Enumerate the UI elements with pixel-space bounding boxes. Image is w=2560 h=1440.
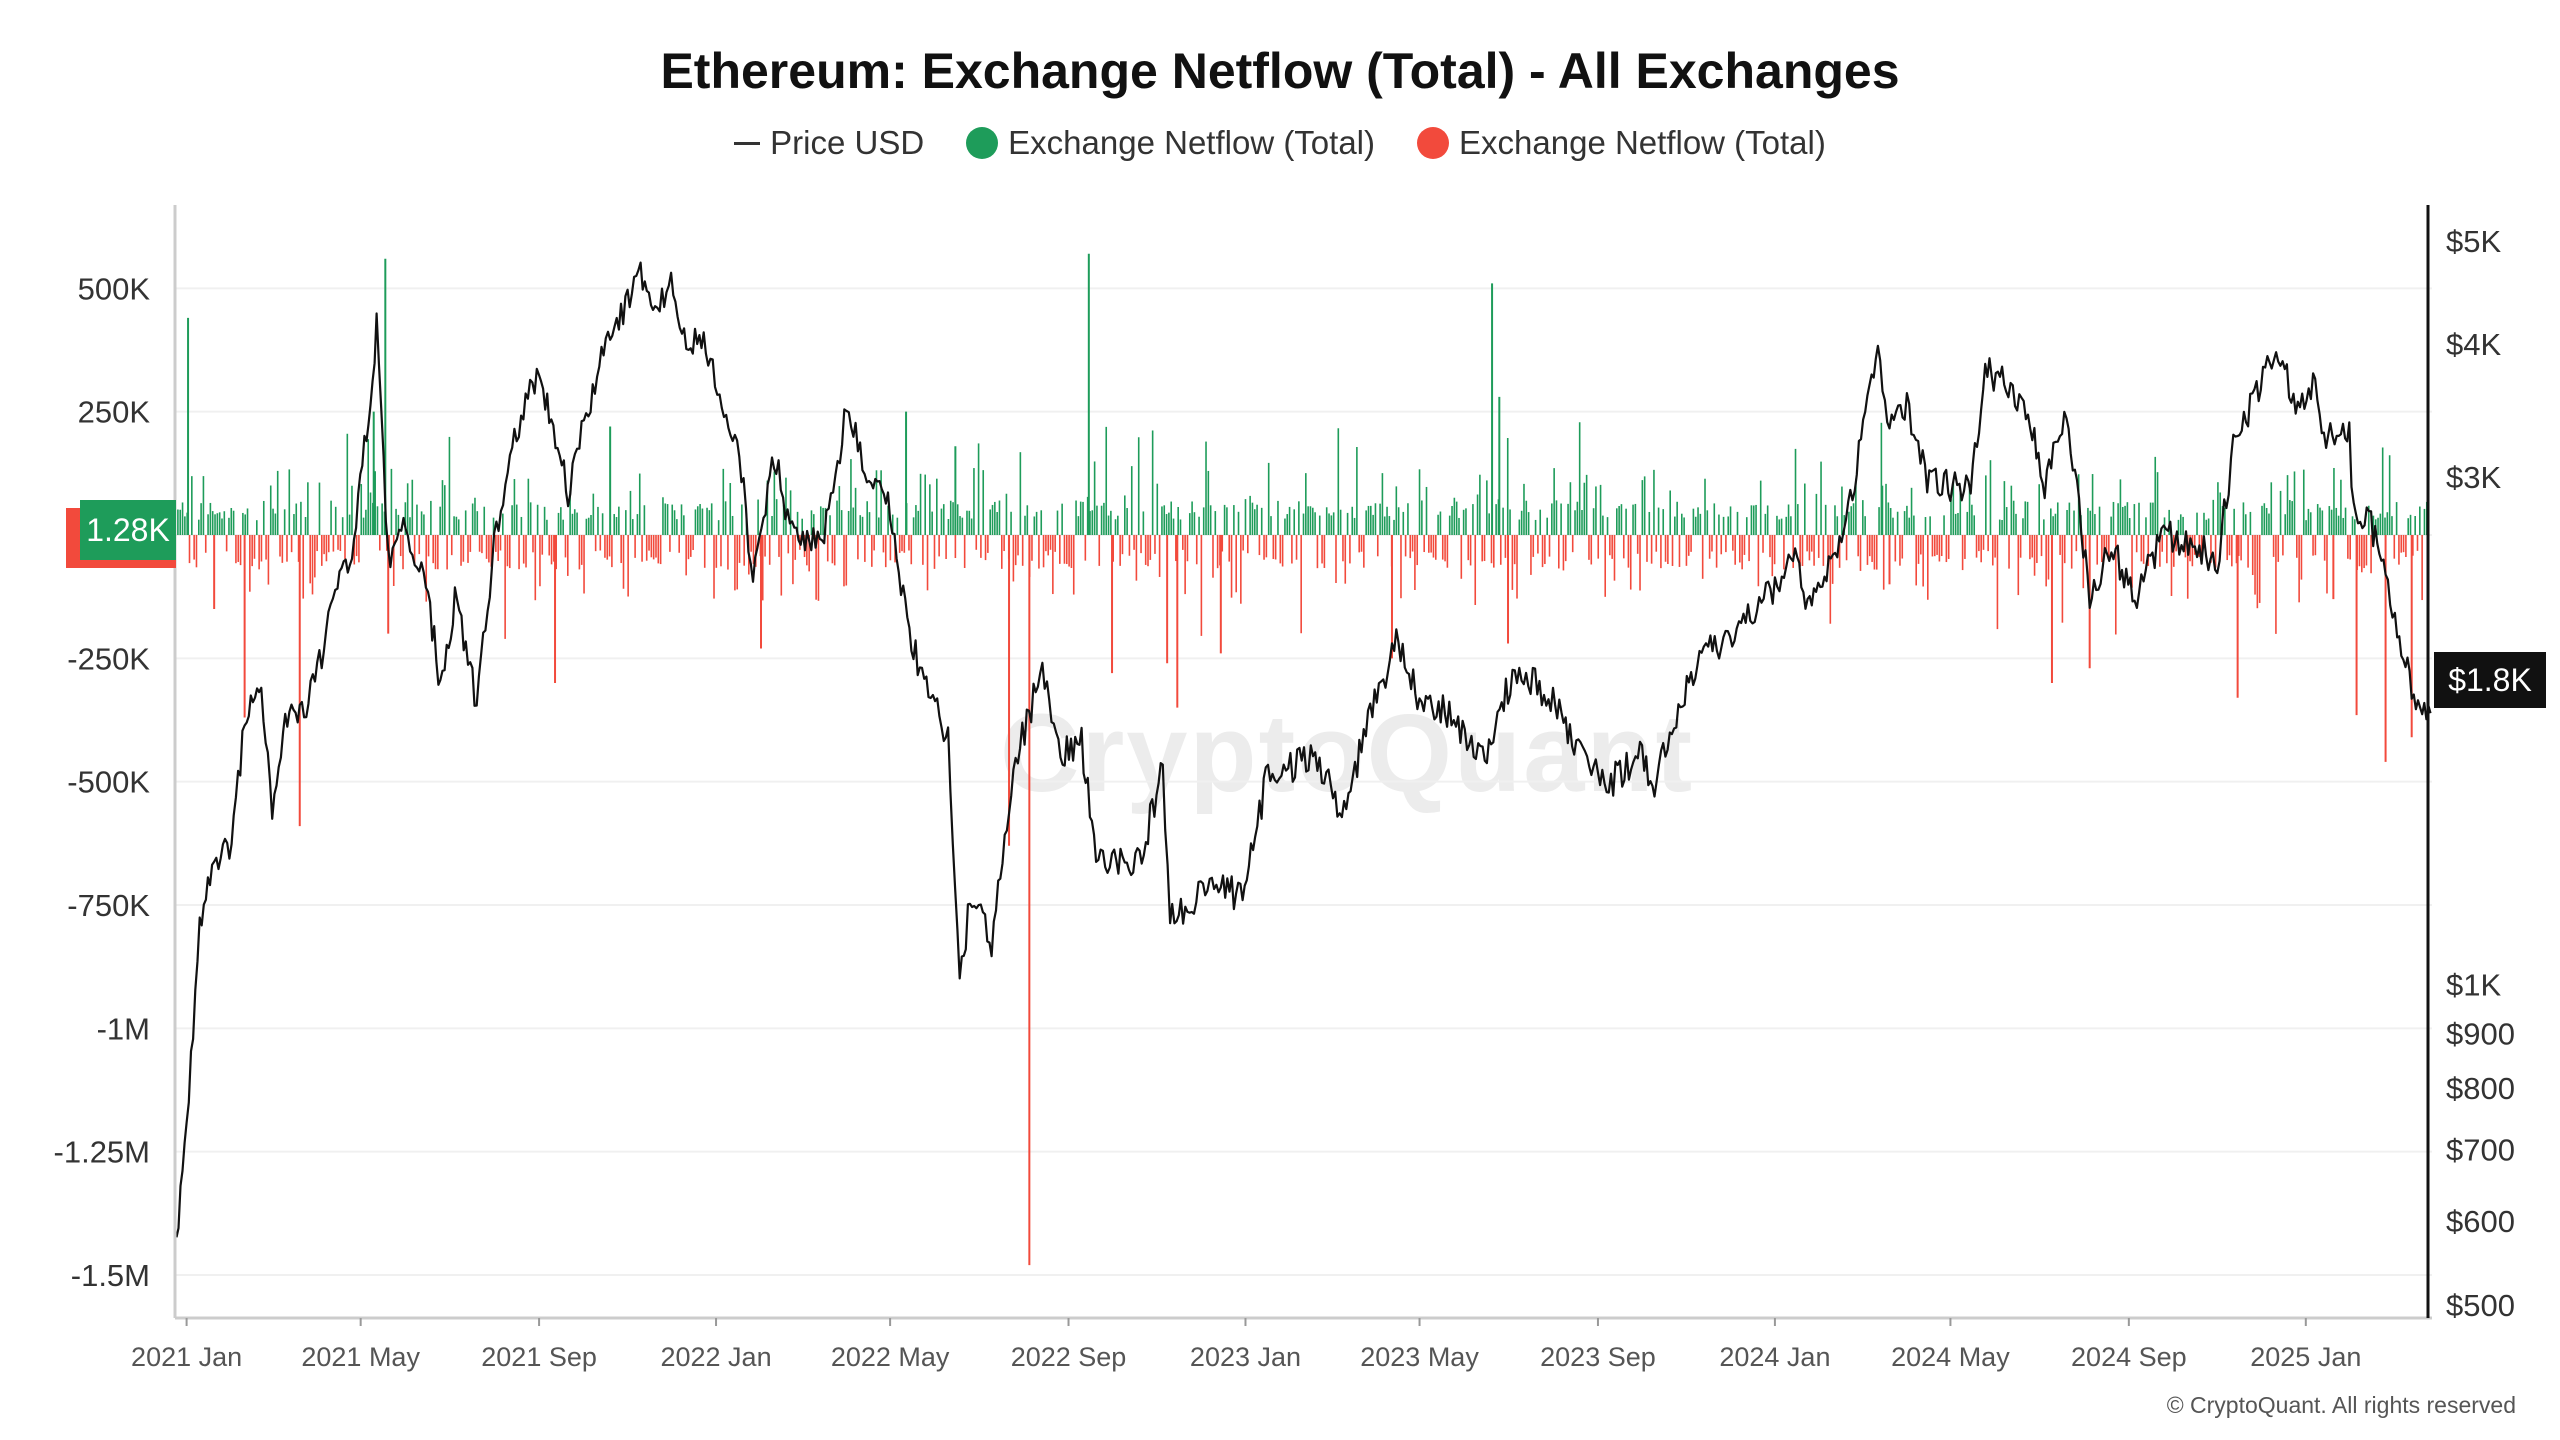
right-tick-label: $600 (2446, 1204, 2515, 1239)
watermark: CryptoQuant (1000, 692, 1695, 815)
right-tick-label: $3K (2446, 460, 2501, 495)
copyright: © CryptoQuant. All rights reserved (2166, 1392, 2516, 1418)
left-tick-label: -1.25M (54, 1135, 150, 1170)
x-tick-label: 2022 Sep (1011, 1342, 1127, 1372)
price-line (175, 261, 2432, 1238)
legend-item-price[interactable]: Price USD (734, 124, 924, 162)
left-tick-label: -500K (67, 765, 150, 800)
right-tick-label: $1K (2446, 968, 2501, 1003)
right-axis-ticks: $5K$4K$3K$2K$1K$900$800$700$600$500 (2446, 224, 2515, 1323)
x-tick-label: 2021 May (301, 1342, 420, 1372)
x-tick-label: 2022 May (831, 1342, 950, 1372)
right-tick-label: $500 (2446, 1288, 2515, 1323)
x-axis-ticks: 2021 Jan 2021 May 2021 Sep 2022 Jan 2022 May… (131, 1318, 2361, 1372)
price-current-badge: $1.8K (2434, 652, 2546, 708)
left-tick-label: 250K (78, 395, 151, 430)
right-tick-label: $800 (2446, 1071, 2515, 1106)
netflow-current-badge: 1.28K (80, 500, 176, 560)
green-dot-icon (966, 127, 999, 159)
x-tick-label: 2025 Jan (2250, 1342, 2361, 1372)
left-tick-label: 500K (78, 271, 151, 306)
x-tick-label: 2021 Jan (131, 1342, 242, 1372)
right-tick-label: $5K (2446, 224, 2501, 259)
axes (173, 205, 2432, 1320)
legend-label-outflow: Exchange Netflow (Total) (1459, 124, 1826, 161)
right-tick-label: $900 (2446, 1016, 2515, 1051)
legend-line-icon (734, 141, 761, 145)
left-tick-label: -1M (97, 1011, 150, 1046)
x-tick-label: 2023 May (1360, 1342, 1479, 1372)
x-tick-label: 2023 Sep (1540, 1342, 1656, 1372)
legend-item-outflow[interactable]: Exchange Netflow (Total) (1417, 124, 1826, 162)
x-tick-label: 2024 Jan (1719, 1342, 1830, 1372)
right-tick-label: $4K (2446, 327, 2501, 362)
x-tick-label: 2024 May (1891, 1342, 2010, 1372)
chart-title: Ethereum: Exchange Netflow (Total) - All… (660, 43, 1900, 99)
price-line-path (175, 261, 2432, 1238)
legend-label-inflow: Exchange Netflow (Total) (1008, 124, 1376, 161)
grid-lines (175, 287, 2432, 1276)
x-tick-label: 2021 Sep (481, 1342, 597, 1372)
legend: Price USD Exchange Netflow (Total) Excha… (0, 124, 2560, 162)
left-tick-label: -1.5M (71, 1258, 150, 1293)
legend-label-price: Price USD (770, 124, 925, 161)
legend-item-inflow[interactable]: Exchange Netflow (Total) (966, 124, 1375, 162)
left-tick-label: -750K (67, 888, 150, 923)
left-tick-label: -250K (67, 641, 150, 676)
x-tick-label: 2022 Jan (660, 1342, 771, 1372)
x-tick-label: 2024 Sep (2071, 1342, 2187, 1372)
left-axis-ticks: 500K 250K -250K -500K -750K -1M -1.25M -1.5M (54, 271, 151, 1293)
red-dot-icon (1417, 127, 1450, 159)
x-tick-label: 2023 Jan (1190, 1342, 1301, 1372)
right-tick-label: $700 (2446, 1133, 2515, 1168)
